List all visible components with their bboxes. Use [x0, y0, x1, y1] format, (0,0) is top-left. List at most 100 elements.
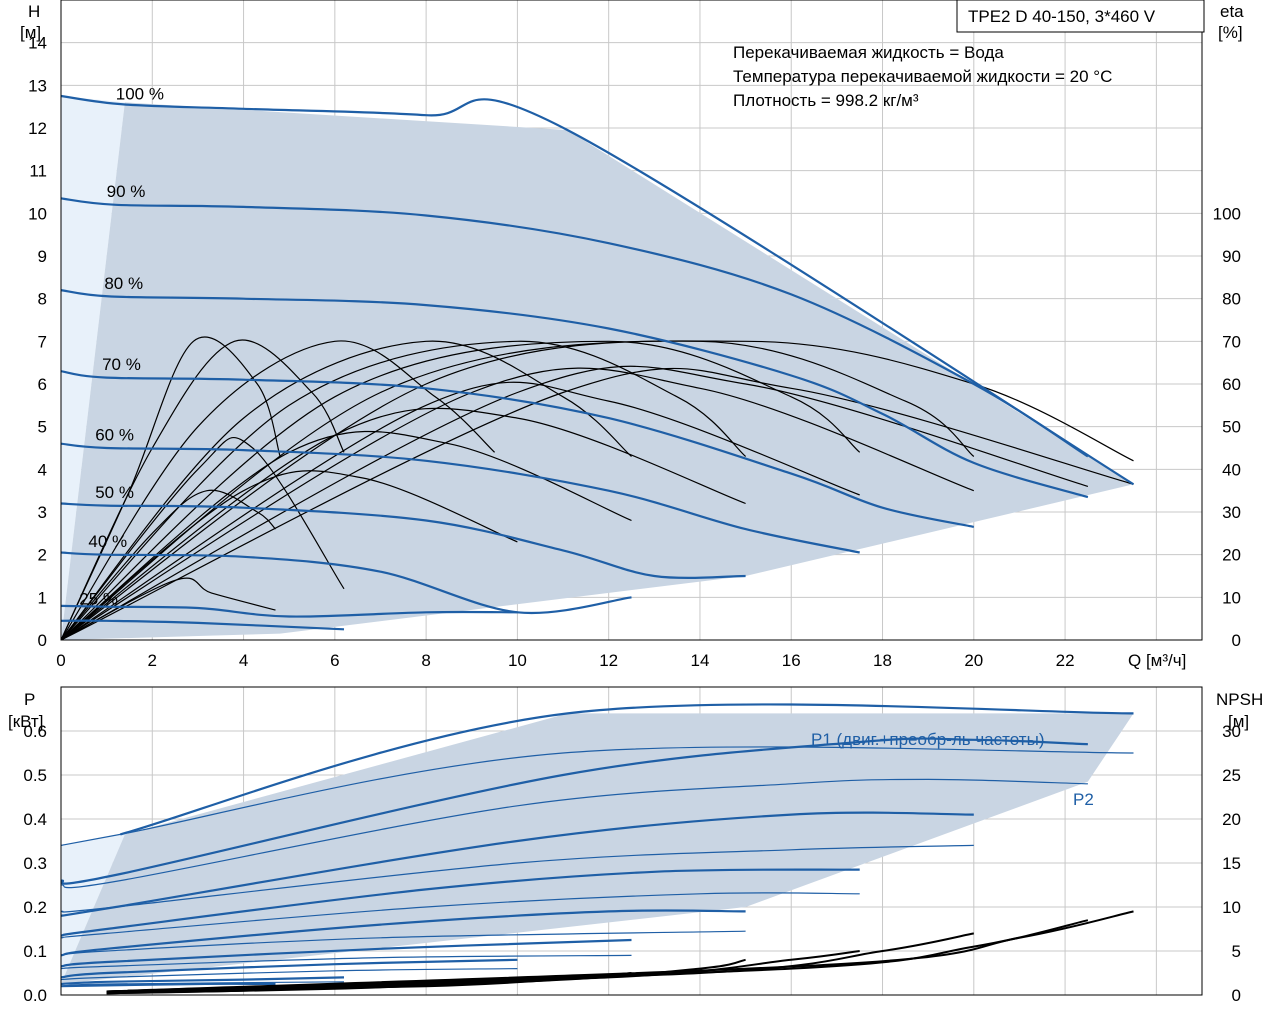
- power-y-tick-label: 0.3: [23, 854, 47, 873]
- y-tick-label: 0: [38, 631, 47, 650]
- efficiency-curves: [60, 336, 1134, 641]
- x-tick-label: 22: [1056, 651, 1075, 670]
- x-tick-label: 0: [56, 651, 65, 670]
- x-tick-label: 6: [330, 651, 339, 670]
- npsh-curve: [106, 910, 1134, 993]
- fluid-info-line-3: Плотность = 998.2 кг/м³: [733, 91, 919, 110]
- y-axis-unit-p: [кВт]: [8, 712, 43, 731]
- y-tick-label: 13: [28, 76, 47, 95]
- y2-axis-unit-npsh: [м]: [1228, 712, 1249, 731]
- efficiency-curve: [60, 367, 1134, 641]
- efficiency-curve: [60, 340, 1134, 641]
- y-tick-label: 7: [38, 332, 47, 351]
- npsh-y-tick-label: 10: [1222, 898, 1241, 917]
- p2-curve: [60, 746, 1134, 846]
- speed-labels: 100 % 90 % 80 % 70 % 60 % 50 % 40 % 25 %: [79, 84, 164, 608]
- y-tick-label: 5: [38, 418, 47, 437]
- y2-tick-label: 100: [1213, 204, 1241, 223]
- p1-curve: [60, 868, 860, 937]
- efficiency-curve: [60, 430, 632, 641]
- npsh-y-tick-label: 5: [1232, 942, 1241, 961]
- speed-label: 100 %: [116, 84, 164, 103]
- y-axis-unit-h: [м]: [20, 23, 41, 42]
- x-tick-label: 14: [690, 651, 709, 670]
- y-axis-label-p: P: [24, 690, 35, 709]
- head-curves: [60, 94, 1135, 631]
- fluid-info-line-2: Температура перекачиваемой жидкости = 20…: [733, 67, 1112, 86]
- power-y-tick-label: 0.5: [23, 766, 47, 785]
- speed-label: 80 %: [104, 274, 143, 293]
- p1-curve: [60, 909, 746, 957]
- efficiency-curve: [60, 489, 276, 641]
- efficiency-curve: [60, 470, 518, 641]
- speed-label: 70 %: [102, 355, 141, 374]
- y2-tick-label: 0: [1232, 631, 1241, 650]
- p2-curve: [60, 954, 632, 970]
- y-axis-label-h: H: [28, 2, 40, 21]
- bottom-tick-labels: 0.0 0.1 0.2 0.3 0.4 0.5 0.6 0 5 10 15 20 25 30: [23, 722, 1241, 1005]
- npsh-y-tick-label: 25: [1222, 766, 1241, 785]
- head-curve: [60, 94, 1135, 486]
- head-curve: [60, 619, 345, 631]
- y2-axis-label-eta: eta: [1220, 2, 1244, 21]
- p1-curve: [60, 938, 632, 968]
- y2-tick-label: 10: [1222, 588, 1241, 607]
- p1-annotation: P1 (двиг.+преобр-ль частоты): [811, 730, 1044, 749]
- x-tick-label: 10: [508, 651, 527, 670]
- p1-curve: [120, 703, 1134, 836]
- y-tick-label: 10: [28, 204, 47, 223]
- power-y-tick-label: 0.2: [23, 898, 47, 917]
- head-curve: [60, 502, 746, 579]
- p1-curve: [60, 982, 276, 988]
- power-y-tick-label: 0.6: [23, 722, 47, 741]
- npsh-y-tick-label: 0: [1232, 986, 1241, 1005]
- head-curve: [60, 370, 975, 528]
- x-axis-label-q: Q [м³/ч]: [1128, 651, 1186, 670]
- p2-curve: [60, 892, 860, 939]
- npsh-y-tick-label: 15: [1222, 854, 1241, 873]
- bottom-operating-areas: [61, 713, 1134, 984]
- head-curve: [60, 289, 1089, 499]
- x-tick-label: 18: [873, 651, 892, 670]
- head-curve: [60, 604, 518, 618]
- p2-curve: [60, 981, 345, 987]
- y-tick-label: 8: [38, 290, 47, 309]
- head-curve: [60, 442, 860, 554]
- y2-tick-label: 20: [1222, 546, 1241, 565]
- p2-curves: [60, 746, 1134, 987]
- p1-curve: [60, 737, 1088, 885]
- x-tick-label: 4: [239, 651, 248, 670]
- top-tick-labels: 0 2 4 6 8 10 12 14 16 18 20 22012345678910111213140…: [28, 34, 1241, 670]
- p2-curve: [60, 778, 1088, 889]
- y-tick-label: 14: [28, 34, 47, 53]
- npsh-y-tick-label: 20: [1222, 810, 1241, 829]
- y2-axis-label-npsh: NPSH: [1216, 690, 1263, 709]
- y2-tick-label: 30: [1222, 503, 1241, 522]
- y-tick-label: 1: [38, 588, 47, 607]
- power-y-tick-label: 0.4: [23, 810, 47, 829]
- efficiency-curve: [60, 407, 746, 641]
- x-tick-label: 12: [599, 651, 618, 670]
- npsh-y-tick-label: 30: [1222, 722, 1241, 741]
- speed-label: 60 %: [95, 425, 134, 444]
- p2-curve: [60, 844, 974, 913]
- y2-tick-label: 50: [1222, 418, 1241, 437]
- efficiency-curve: [60, 365, 1089, 641]
- operating-area: [61, 102, 1134, 640]
- title-box: [956, 0, 1205, 33]
- y-tick-label: 12: [28, 119, 47, 138]
- p2-curve: [60, 968, 518, 981]
- speed-label: 25 %: [79, 590, 118, 609]
- speed-label: 50 %: [95, 483, 134, 502]
- p2-curve: [60, 930, 746, 956]
- efficiency-curve: [60, 340, 496, 641]
- y2-tick-label: 40: [1222, 460, 1241, 479]
- x-tick-label: 8: [421, 651, 430, 670]
- y-tick-label: 2: [38, 546, 47, 565]
- x-tick-label: 20: [964, 651, 983, 670]
- y-tick-label: 4: [38, 460, 47, 479]
- speed-label: 40 %: [88, 532, 127, 551]
- bottom-plot-frame: [60, 686, 1203, 996]
- power-y-tick-label: 0.1: [23, 942, 47, 961]
